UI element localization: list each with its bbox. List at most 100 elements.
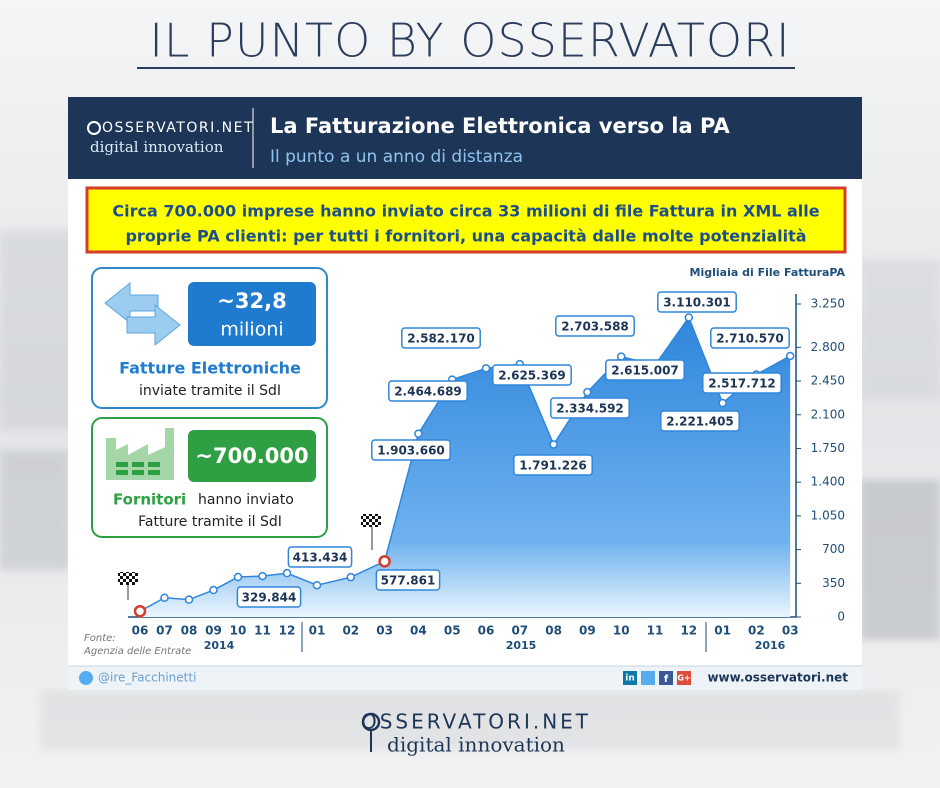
y-tick-label: 1.050 xyxy=(811,508,845,522)
point xyxy=(209,585,218,595)
value-label-box xyxy=(388,380,468,402)
value-label: 413.434 xyxy=(293,551,348,565)
logo-pin xyxy=(87,121,101,135)
x-tick-label: 06 xyxy=(132,624,149,638)
year-label: 2014 xyxy=(204,639,235,652)
y-axis-title: Migliaia di File FatturaPA xyxy=(690,266,846,279)
stat-sublabel: inviate tramite il SdI xyxy=(139,383,281,399)
value-label: 2.582.170 xyxy=(407,332,475,346)
stat-unit: milioni xyxy=(220,319,283,341)
x-tick-label: 08 xyxy=(181,624,198,638)
value-label-box xyxy=(605,359,685,381)
value-label-box xyxy=(657,291,737,313)
x-tick-label: 07 xyxy=(156,624,173,638)
header-logo-top: OSSERVATORI.NET xyxy=(102,120,254,136)
highlight-box xyxy=(85,186,847,254)
point xyxy=(346,572,356,582)
point xyxy=(160,593,169,602)
x-tick-label: 11 xyxy=(254,624,271,638)
source-name: Agenzia delle Entrate xyxy=(83,646,191,657)
x-tick-label: 10 xyxy=(613,624,630,638)
x-tick-label: 07 xyxy=(511,624,528,638)
x-tick-label: 12 xyxy=(680,624,697,638)
y-tick-label: 2.800 xyxy=(811,340,845,354)
source-label: Fonte: xyxy=(84,633,116,644)
x-tick-label: 09 xyxy=(205,624,222,638)
y-tick-label: 3.250 xyxy=(811,297,845,311)
value-label-box xyxy=(710,327,790,349)
point xyxy=(718,398,727,408)
stat-value-box xyxy=(188,282,316,346)
stat-label: Fatture Elettroniche xyxy=(119,359,301,378)
value-label: 2.334.592 xyxy=(556,402,624,416)
value-label-box xyxy=(371,439,451,461)
x-tick-label: 01 xyxy=(309,624,326,638)
footer-bar xyxy=(68,666,862,690)
arrows-icon xyxy=(104,281,181,347)
x-tick-label: 12 xyxy=(279,624,296,638)
social-label: in xyxy=(625,674,635,684)
value-label: 1.903.660 xyxy=(377,444,445,458)
value-label: 2.703.588 xyxy=(561,320,629,334)
stat-label: Fornitori xyxy=(113,491,186,509)
y-tick-label: 0 xyxy=(837,610,845,624)
value-label-box xyxy=(287,546,353,568)
value-label-box xyxy=(550,397,630,419)
value-label-box xyxy=(660,410,740,432)
y-tick-label: 2.450 xyxy=(811,374,845,388)
flag-start xyxy=(118,572,138,600)
x-tick-label: 02 xyxy=(342,624,359,638)
value-label: 2.710.570 xyxy=(716,332,784,346)
point xyxy=(378,555,391,568)
stat-sublabel: Fatture tramite il SdI xyxy=(138,514,282,530)
value-label-box xyxy=(555,315,635,337)
highlight-line: proprie PA clienti: per tutti i fornitor… xyxy=(125,227,806,246)
value-label-box xyxy=(513,454,593,476)
stat-value: ~32,8 xyxy=(217,289,286,313)
stat-value-box xyxy=(188,430,316,482)
point xyxy=(184,595,194,604)
flag-milestone xyxy=(361,514,381,550)
stat-label-rest: hanno inviato xyxy=(198,492,294,508)
area-line xyxy=(139,315,791,612)
point xyxy=(481,364,491,373)
point xyxy=(414,429,423,438)
social-icon xyxy=(623,671,637,685)
value-label: 2.615.007 xyxy=(611,364,679,378)
highlight-line: Circa 700.000 imprese hanno inviato circ… xyxy=(112,202,819,221)
social-icon xyxy=(641,671,655,685)
year-label: 2016 xyxy=(755,639,786,652)
x-tick-label: 04 xyxy=(410,624,427,638)
point xyxy=(258,571,267,581)
stat-value: ~700.000 xyxy=(195,444,308,468)
value-label: 577.861 xyxy=(381,574,436,588)
y-tick-label: 700 xyxy=(822,542,845,556)
x-tick-label: 05 xyxy=(444,624,461,638)
x-tick-label: 02 xyxy=(748,624,765,638)
y-tick-label: 2.100 xyxy=(811,407,845,421)
background-papers xyxy=(0,230,940,750)
point xyxy=(282,568,292,578)
header-title: La Fatturazione Elettronica verso la PA xyxy=(270,114,730,138)
value-label: 2.517.712 xyxy=(708,377,776,391)
x-tick-label: 09 xyxy=(579,624,596,638)
chart: 0 350 700 1.050 1.400 1.750 2.100 2.450 2.800 3.2… xyxy=(128,291,845,652)
card-header xyxy=(68,97,862,179)
point xyxy=(785,351,795,361)
point xyxy=(616,352,626,361)
twitter-icon xyxy=(79,671,93,685)
value-label-box xyxy=(375,569,441,591)
x-tick-label: 03 xyxy=(376,624,393,638)
header-subtitle: Il punto a un anno di distanza xyxy=(270,147,523,167)
point xyxy=(549,440,558,449)
footer-handle: @ire_Facchinetti xyxy=(98,671,196,685)
social-label: G+ xyxy=(677,674,690,683)
value-label: 2.221.405 xyxy=(666,415,734,429)
point xyxy=(133,604,147,618)
x-tick-label: 01 xyxy=(714,624,731,638)
x-tick-label: 08 xyxy=(545,624,562,638)
y-tick-label: 1.750 xyxy=(811,441,845,455)
value-label-box xyxy=(401,327,481,349)
